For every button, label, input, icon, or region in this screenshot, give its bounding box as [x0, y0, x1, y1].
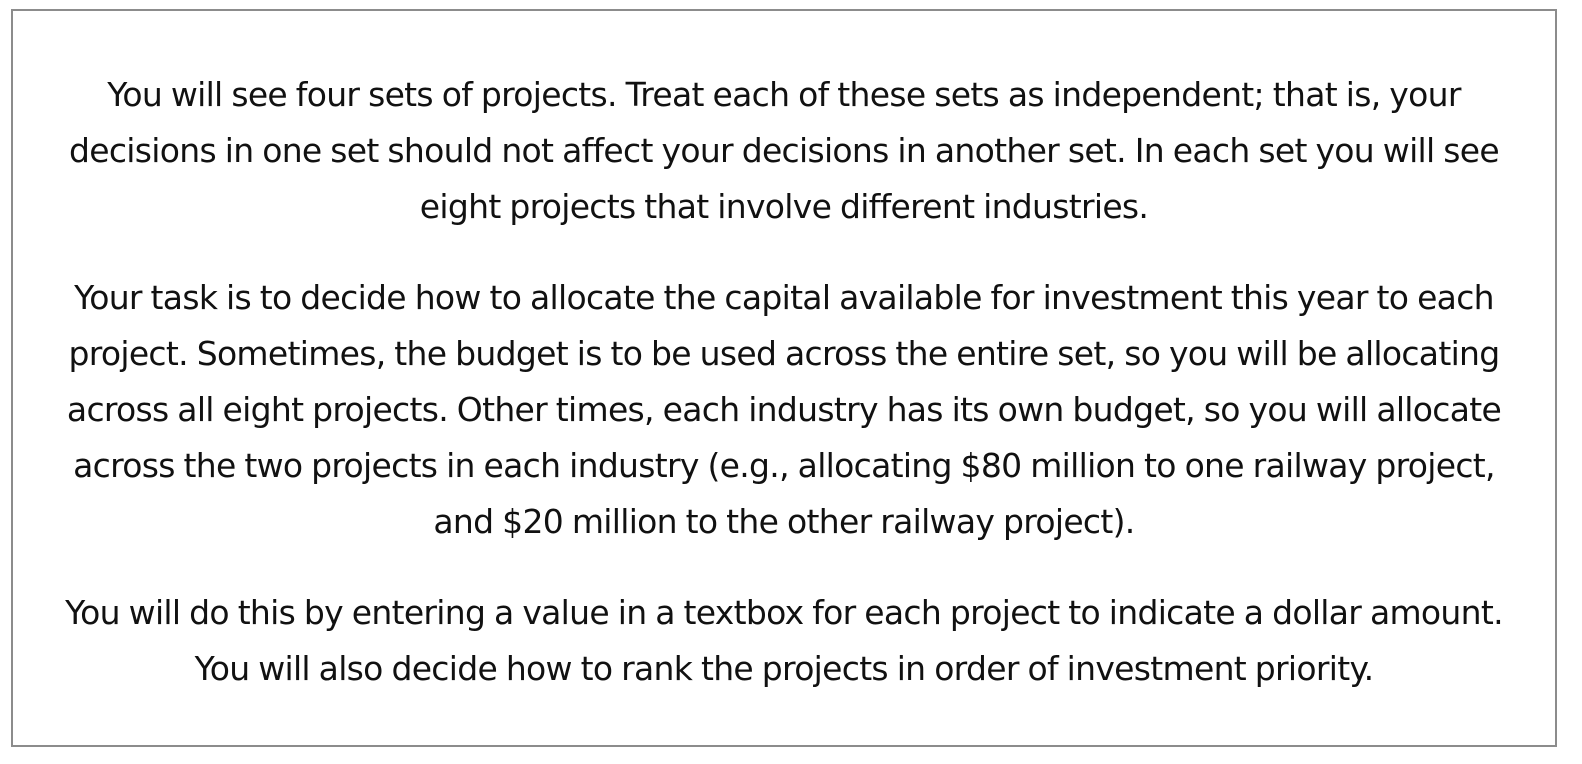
instructions-paragraph-task: Your task is to decide how to allocate t…	[66, 278, 1502, 541]
instructions-text: You will see four sets of projects. Trea…	[39, 67, 1529, 697]
instructions-paragraph-sets: You will see four sets of projects. Trea…	[69, 75, 1500, 226]
instructions-paragraph-method: You will do this by entering a value in …	[65, 593, 1503, 688]
instructions-box: You will see four sets of projects. Trea…	[11, 9, 1557, 747]
